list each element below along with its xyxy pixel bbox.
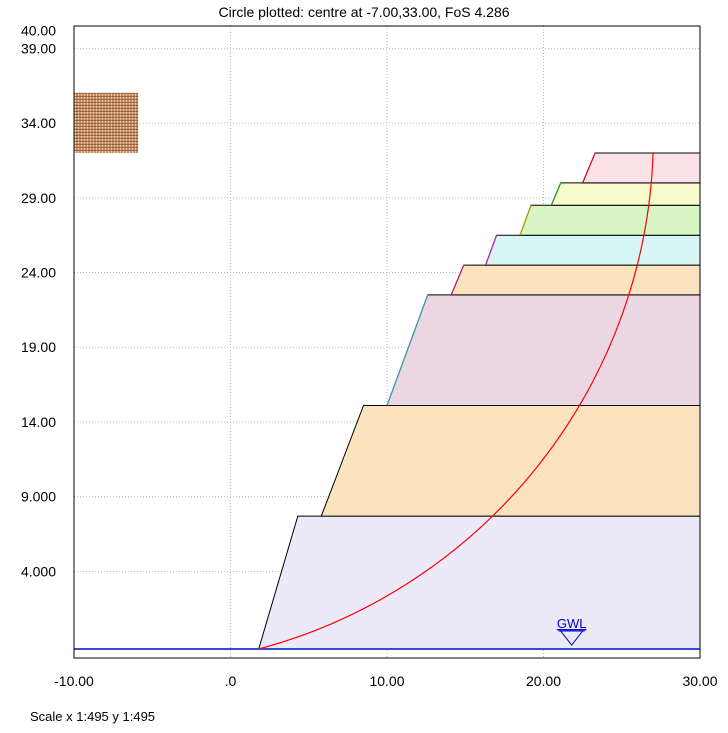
layer-3-edge <box>386 294 429 406</box>
layer-6-edge <box>519 205 532 236</box>
layer-4-edge <box>450 264 465 296</box>
y-tick-label: 19.00 <box>21 339 56 355</box>
gwl-label: GWL <box>557 616 587 631</box>
slip-circle <box>258 152 654 650</box>
slip-circle-arc <box>258 152 654 650</box>
plot-frame <box>73 25 701 659</box>
scale-label: Scale x 1:495 y 1:495 <box>30 709 156 724</box>
layer-5 <box>484 234 701 266</box>
soil-layers <box>74 152 701 651</box>
axis-ticks: -10.00 .0 10.00 20.00 30.00 40.00 39.00 34.00 29… <box>21 22 718 689</box>
layer-8 <box>581 152 701 184</box>
chart-title: Circle plotted: centre at -7.00,33.00, F… <box>218 4 510 20</box>
y-tick-label: 34.00 <box>21 115 56 131</box>
x-tick-label: -10.00 <box>54 673 94 689</box>
y-tick-label: 4.000 <box>21 563 56 579</box>
layer-7 <box>550 182 701 206</box>
layer-4 <box>450 264 701 296</box>
layer-6 <box>519 204 701 236</box>
x-tick-label: 30.00 <box>682 673 717 689</box>
x-tick-label: 10.00 <box>369 673 404 689</box>
layer-3 <box>386 294 701 406</box>
x-tick-label: .0 <box>225 673 237 689</box>
layer-8-edge <box>582 152 596 184</box>
layer-5-edge <box>485 234 498 266</box>
y-tick-label: 24.00 <box>21 265 56 281</box>
layer-7-edge <box>550 182 562 206</box>
y-tick-label: 9.000 <box>21 489 56 505</box>
gwl-marker: GWL <box>557 616 587 646</box>
y-tick-label: 14.00 <box>21 414 56 430</box>
x-tick-label: 20.00 <box>526 673 561 689</box>
y-tick-label: 40.00 <box>21 22 56 38</box>
y-tick-label: 39.00 <box>21 40 56 56</box>
search-grid <box>73 92 139 153</box>
layer-2 <box>320 405 701 517</box>
y-tick-label: 29.00 <box>21 190 56 206</box>
